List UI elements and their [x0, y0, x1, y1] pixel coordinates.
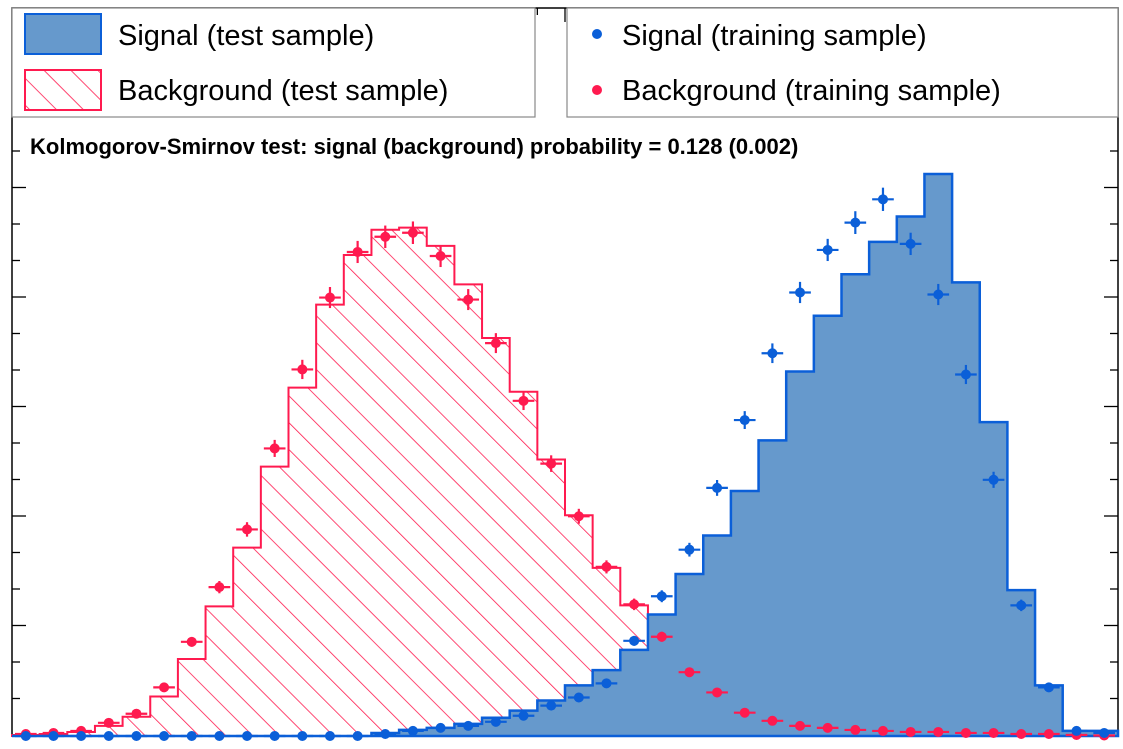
signal-training-point [629, 635, 640, 646]
background-training-point [767, 715, 778, 726]
legend-label-background-training: Background (training sample) [622, 75, 1001, 107]
signal-training-point [76, 731, 87, 741]
signal-training-point [324, 731, 335, 741]
ks-test-annotation: Kolmogorov-Smirnov test: signal (backgro… [30, 134, 798, 159]
background-training-point [242, 524, 253, 535]
background-training-point [324, 292, 335, 303]
signal-training-point [546, 700, 557, 711]
legend-marker-background-training [592, 85, 602, 95]
signal-training-point [850, 217, 861, 228]
background-training-point [297, 364, 308, 375]
signal-training-points [15, 187, 1115, 741]
background-training-point [380, 231, 391, 242]
signal-training-point [712, 482, 723, 493]
background-training-point [131, 708, 142, 719]
signal-training-point [933, 289, 944, 300]
signal-training-point [269, 731, 280, 741]
signal-training-point [48, 731, 59, 741]
background-training-point [269, 443, 280, 454]
signal-training-point [795, 287, 806, 298]
legend-swatch-signal-test [24, 13, 102, 55]
legend-marker-signal-training [592, 29, 602, 39]
signal-training-point [463, 720, 474, 731]
signal-training-point [767, 348, 778, 359]
legend-swatch-background-test [24, 69, 102, 111]
legend-label-background-test: Background (test sample) [118, 75, 448, 107]
background-training-point [463, 294, 474, 305]
background-training-point [518, 395, 529, 406]
background-training-point [684, 667, 695, 678]
background-training-point [629, 599, 640, 610]
signal-training-point [573, 692, 584, 703]
background-training-point [159, 682, 170, 693]
signal-training-point [518, 710, 529, 721]
signal-training-point [960, 369, 971, 380]
background-training-point [546, 458, 557, 469]
background-training-point [960, 727, 971, 738]
legend-label-signal-test: Signal (test sample) [118, 20, 374, 52]
signal-training-point [1099, 727, 1110, 738]
background-training-point [905, 726, 916, 737]
signal-training-point [352, 731, 363, 741]
background-training-point [103, 717, 114, 728]
signal-training-point [214, 731, 225, 741]
signal-training-point [407, 725, 418, 736]
signal-training-point [380, 728, 391, 739]
signal-training-point [159, 731, 170, 741]
background-training-point [656, 631, 667, 642]
background-training-point [795, 720, 806, 731]
background-training-point [186, 636, 197, 647]
signal-training-point [20, 731, 31, 741]
background-training-point [490, 338, 501, 349]
background-training-points [15, 221, 1115, 741]
signal-training-point [490, 716, 501, 727]
signal-training-point [131, 731, 142, 741]
background-training-point [822, 722, 833, 733]
signal-training-point [601, 678, 612, 689]
background-training-point [739, 707, 750, 718]
signal-training-point [988, 474, 999, 485]
background-training-point [214, 582, 225, 593]
signal-training-point [684, 544, 695, 555]
background-training-point [407, 227, 418, 238]
legend-box-training [566, 7, 1119, 118]
background-training-point [573, 511, 584, 522]
background-training-point [850, 724, 861, 735]
signal-training-point [297, 731, 308, 741]
signal-training-point [242, 731, 253, 741]
background-training-point [352, 246, 363, 257]
legend-label-signal-training: Signal (training sample) [622, 20, 927, 52]
signal-training-point [1071, 725, 1082, 736]
signal-training-point [877, 194, 888, 205]
signal-training-point [1043, 682, 1054, 693]
background-training-point [601, 561, 612, 572]
signal-training-point [905, 238, 916, 249]
background-training-point [1043, 728, 1054, 739]
background-training-point [933, 726, 944, 737]
background-training-point [435, 251, 446, 262]
signal-training-point [822, 244, 833, 255]
signal-training-point [656, 591, 667, 602]
signal-training-point [186, 731, 197, 741]
signal-training-point [1016, 600, 1027, 611]
background-training-point [877, 725, 888, 736]
signal-training-point [103, 731, 114, 741]
background-training-point [712, 687, 723, 698]
background-training-point [1016, 728, 1027, 739]
signal-training-point [739, 415, 750, 426]
background-training-point [988, 727, 999, 738]
signal-training-point [435, 722, 446, 733]
